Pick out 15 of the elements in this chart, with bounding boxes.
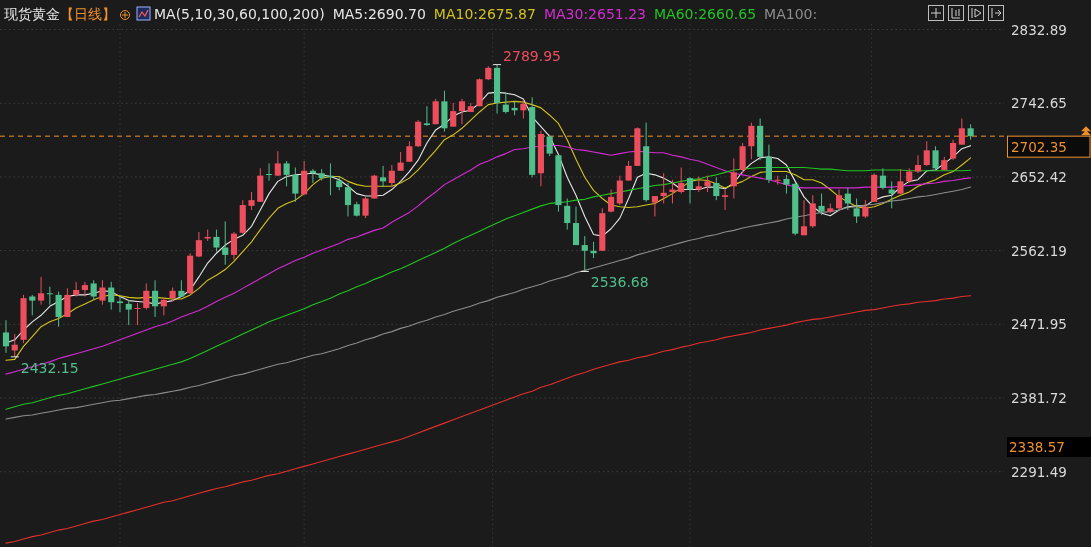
y-tick-label: 2562.19 — [1011, 242, 1067, 259]
legend: MA(5,10,30,60,100,200) MA5:2690.70 MA10:2675.87 MA30:2651.23 MA60:2660.65 MA100: — [154, 6, 818, 22]
y-tick-label: 2832.89 — [1011, 21, 1067, 38]
text: 2536.68 — [590, 274, 649, 291]
line-series — [5, 295, 972, 544]
text: 2432.15 — [20, 359, 79, 376]
y-tick-label: 2381.72 — [1011, 390, 1067, 407]
y-tick-label: 2471.95 — [1011, 316, 1067, 333]
title: 现货黄金【日线】 — [4, 6, 116, 22]
ref-line-label: 2702.35 — [1011, 138, 1067, 155]
text: 2338.57 — [1009, 439, 1065, 455]
text: 2789.95 — [503, 47, 561, 64]
y-tick-label: 2291.49 — [1011, 463, 1067, 480]
y-tick-label: 2652.42 — [1011, 168, 1067, 185]
y-tick-label: 2742.65 — [1011, 95, 1067, 112]
